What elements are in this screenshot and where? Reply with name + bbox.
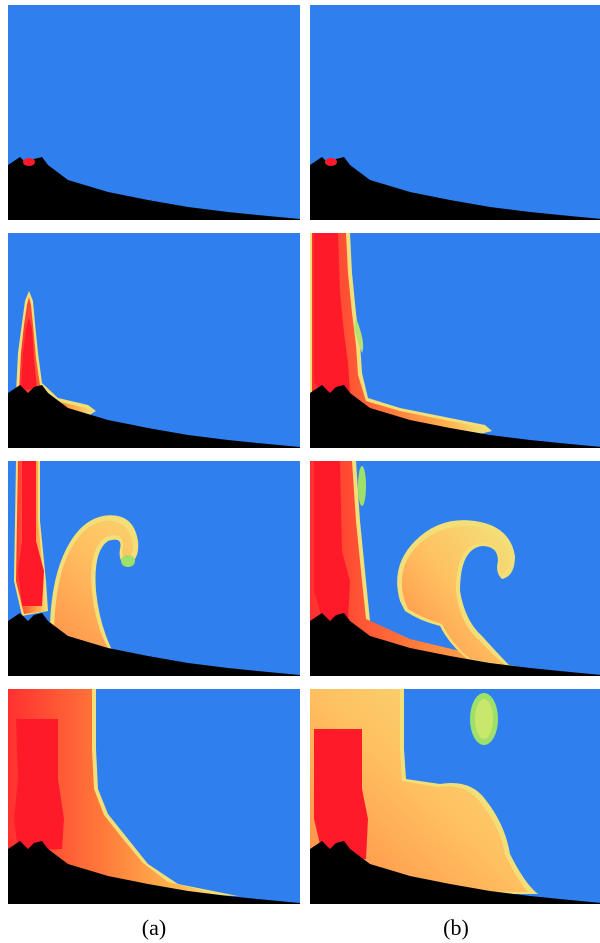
terrain bbox=[310, 841, 600, 904]
panel-b-2 bbox=[310, 233, 600, 448]
plume-core bbox=[14, 719, 64, 851]
panel-a-4 bbox=[8, 689, 300, 904]
terrain bbox=[8, 157, 300, 220]
terrain bbox=[310, 613, 600, 676]
plume-core bbox=[314, 233, 350, 398]
terrain bbox=[8, 385, 300, 448]
plume-cloud bbox=[401, 525, 510, 665]
plume-edge bbox=[354, 318, 364, 353]
plume-mid bbox=[312, 233, 484, 431]
terrain bbox=[8, 841, 300, 904]
panel-a-2 bbox=[8, 233, 300, 448]
vent-source bbox=[23, 158, 35, 166]
terrain bbox=[310, 157, 600, 220]
plume-cloud bbox=[53, 520, 218, 672]
terrain bbox=[310, 385, 600, 448]
panel-b-4 bbox=[310, 689, 600, 904]
column-label-a: (a) bbox=[141, 915, 167, 940]
panel-b-3 bbox=[310, 461, 600, 676]
terrain bbox=[8, 613, 300, 676]
plume-edge-inner bbox=[475, 699, 493, 739]
plume-mid bbox=[19, 297, 92, 414]
plume-edge bbox=[358, 466, 366, 506]
plume-core bbox=[18, 461, 44, 606]
column-label-b: (b) bbox=[443, 915, 469, 940]
panel-a-3 bbox=[8, 461, 300, 676]
plume-core bbox=[314, 461, 350, 626]
plume-edge bbox=[121, 555, 135, 567]
panel-a-1 bbox=[8, 5, 300, 220]
plume-core bbox=[314, 729, 368, 861]
plume-core bbox=[21, 317, 37, 391]
panel-b-1 bbox=[310, 5, 600, 220]
vent-source bbox=[325, 158, 337, 166]
